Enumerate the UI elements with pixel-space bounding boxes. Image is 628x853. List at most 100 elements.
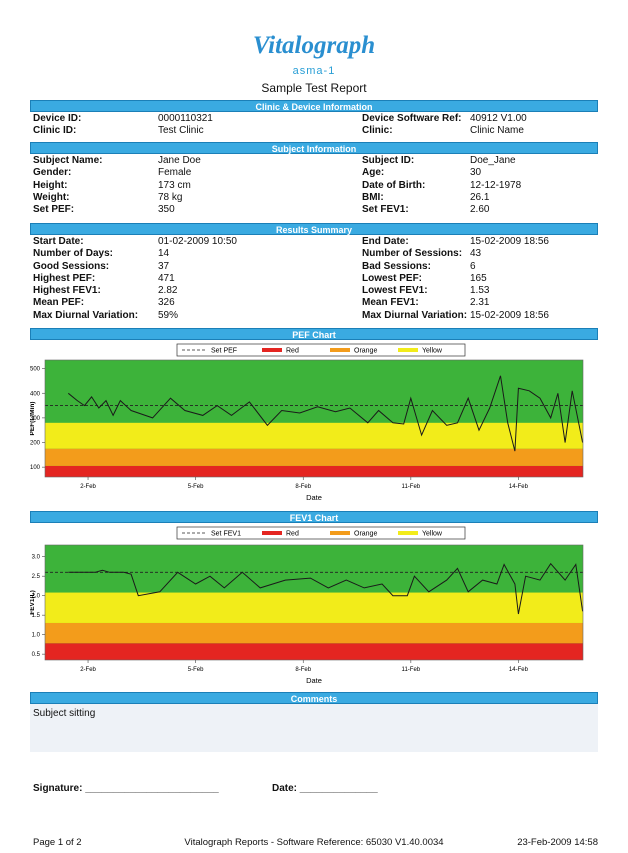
field-label: Set FEV1:: [362, 204, 409, 216]
legend-label: Yellow: [422, 348, 443, 355]
legend-label: Orange: [354, 348, 377, 355]
field-value: 12-12-1978: [470, 179, 522, 191]
field-value: 15-02-2009 18:56: [470, 236, 549, 247]
info-row: Mean PEF: 326 Mean FEV1: 2.31: [30, 297, 598, 309]
section-bar: Subject Information: [30, 142, 598, 154]
x-tick-label: 8-Feb: [295, 484, 311, 490]
y-tick-label: 100: [30, 465, 41, 471]
y-axis-label: FEV1(L): [30, 590, 36, 615]
info-row: Good Sessions: 37 Bad Sessions: 6: [30, 261, 598, 273]
field-value: Test Clinic: [158, 125, 204, 137]
field-value: 30: [470, 167, 482, 179]
y-tick-label: 1.5: [32, 613, 41, 619]
field-label: Device ID:: [33, 113, 82, 124]
section-bar: Comments: [30, 692, 598, 704]
info-row: Weight: 78 kg BMI: 26.1: [30, 192, 598, 204]
field-label: Bad Sessions:: [362, 260, 431, 272]
zone: [45, 465, 583, 477]
field-label: Number of Sessions:: [362, 248, 463, 260]
field-value: 1.53: [470, 285, 490, 297]
field-value: 471: [158, 272, 175, 284]
field-label: Mean FEV1:: [362, 297, 419, 309]
product: asma-1: [292, 65, 336, 77]
legend-label: Yellow: [422, 531, 443, 538]
section-bar: PEF Chart: [30, 328, 598, 340]
zone: [45, 592, 583, 623]
y-tick-label: 3.0: [32, 555, 41, 561]
field-label: Device Software Ref:: [362, 113, 462, 124]
field-value: 43: [470, 248, 482, 260]
field-label: End Date:: [362, 236, 409, 247]
x-tick-label: 11-Feb: [402, 667, 421, 673]
x-tick-label: 2-Feb: [80, 484, 96, 490]
comment-box: [30, 704, 598, 752]
y-tick-label: 500: [30, 367, 41, 373]
field-value: 26.1: [470, 191, 490, 203]
x-tick-label: 5-Feb: [188, 484, 204, 490]
field-value: 01-02-2009 10:50: [158, 236, 237, 247]
info-row: Clinic ID: Test Clinic Clinic: Clinic Name: [30, 125, 598, 137]
y-tick-label: 1.0: [32, 633, 41, 639]
field-value: 15-02-2009 18:56: [470, 309, 549, 321]
field-value: Clinic Name: [470, 125, 524, 137]
legend-swatch: [398, 531, 418, 535]
field-value: 2.60: [470, 204, 490, 216]
info-row: Device ID: 0000110321 Device Software Ref:…: [30, 113, 598, 125]
field-label: Weight:: [33, 191, 70, 203]
section-bar: FEV1 Chart: [30, 511, 598, 523]
field-label: Lowest FEV1:: [362, 285, 428, 297]
field-label: Set PEF:: [33, 204, 75, 216]
legend-swatch: [330, 348, 350, 352]
section-rows: Device ID: 0000110321 Device Software Ref:…: [30, 113, 598, 138]
legend-box: [176, 526, 466, 540]
field-value: 165: [470, 272, 487, 284]
info-row: Start Date: 01-02-2009 10:50 End Date: 15-0…: [30, 236, 598, 248]
info-row: Max Diurnal Variation: 59% Max Diurnal Var…: [30, 310, 598, 322]
signature-label: Signature: ________________________: [33, 783, 219, 794]
zone: [45, 643, 583, 660]
report-title: Sample Test Report: [261, 81, 367, 95]
field-label: Max Diurnal Variation:: [33, 309, 139, 321]
field-value: 2.82: [158, 285, 178, 297]
data-line: [68, 562, 584, 615]
legend-swatch: [398, 348, 418, 352]
legend-swatch: [262, 531, 282, 535]
date-label: Date: ______________: [272, 783, 378, 794]
y-tick-label: 0.5: [32, 652, 41, 658]
field-label: Max Diurnal Variation:: [362, 309, 468, 321]
x-tick-label: 8-Feb: [295, 667, 311, 673]
section-bar: Results Summary: [30, 223, 598, 235]
field-value: 6: [470, 260, 476, 272]
legend-label: Set PEF: [211, 348, 237, 355]
x-tick-label: 5-Feb: [188, 667, 204, 673]
field-label: Mean PEF:: [33, 297, 85, 309]
field-value: 78 kg: [158, 191, 183, 203]
info-row: Highest PEF: 471 Lowest PEF: 165: [30, 273, 598, 285]
field-value: 14: [158, 248, 170, 260]
section-rows: Subject Name: Jane Doe Subject ID: Doe_Jane…: [30, 155, 598, 216]
field-label: Clinic:: [362, 125, 393, 137]
logo: Vitalograph: [252, 32, 376, 59]
x-tick-label: 14-Feb: [509, 484, 529, 490]
field-label: Number of Days:: [33, 248, 114, 260]
field-label: Age:: [362, 167, 385, 179]
field-value: 59%: [158, 309, 179, 321]
field-value: 0000110321: [158, 113, 213, 124]
field-label: Lowest PEF:: [362, 272, 423, 284]
plot-frame: [44, 544, 584, 661]
field-label: Highest FEV1:: [33, 285, 101, 297]
info-row: Gender: Female Age: 30: [30, 167, 598, 179]
x-tick-label: 11-Feb: [402, 484, 421, 490]
legend-label: Set FEV1: [211, 531, 241, 538]
section-bar: Clinic & Device Information: [30, 100, 598, 112]
field-value: Doe_Jane: [470, 155, 516, 166]
fev1-chart: 0.5 1.0 1.5 2.0 2.5 3.0 2-Feb 5-Feb 8-Feb 11-Feb 1…: [30, 526, 584, 685]
y-tick-label: 300: [30, 416, 41, 422]
comment-text: Subject sitting: [33, 708, 96, 719]
field-label: Height:: [33, 179, 68, 191]
pef-chart: 100 200 300 400 500 2-Feb 5-Feb 8-Feb 11-Feb 14-F…: [30, 343, 584, 502]
field-label: Good Sessions:: [33, 260, 110, 272]
legend-swatch: [330, 531, 350, 535]
data-line: [67, 375, 584, 452]
